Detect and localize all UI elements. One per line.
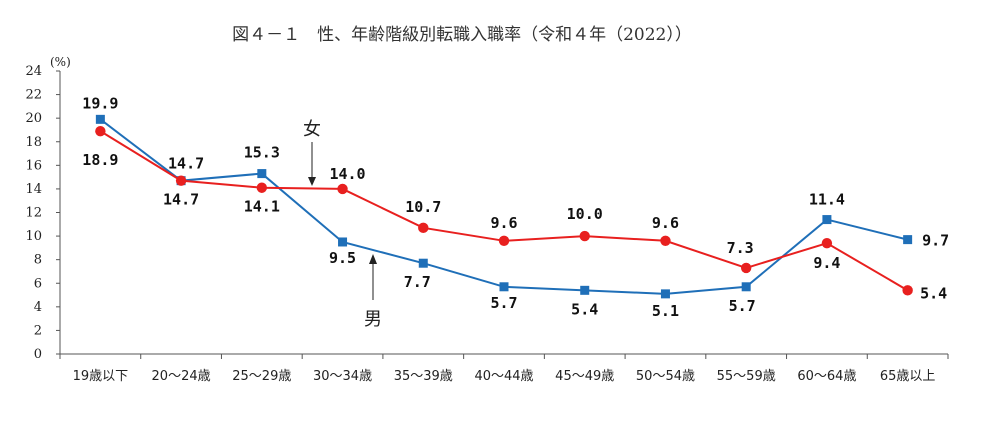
y-tick-label: 24	[25, 64, 42, 79]
data-point	[902, 285, 913, 296]
data-label: 9.7	[922, 232, 949, 250]
x-tick-label: 65歳以上	[880, 369, 936, 384]
data-point	[903, 235, 913, 245]
data-label: 5.4	[571, 300, 598, 318]
data-label: 9.4	[813, 254, 840, 272]
x-tick-label: 20～24歳	[152, 369, 211, 384]
data-label: 19.9	[82, 94, 118, 112]
x-tick-label: 19歳以下	[73, 369, 129, 384]
data-label: 9.5	[329, 249, 356, 267]
annotation-female: 女	[303, 119, 321, 140]
data-label: 18.9	[82, 151, 118, 169]
data-label: 5.7	[490, 294, 517, 312]
data-point	[579, 230, 590, 242]
series-group	[95, 114, 913, 299]
data-point	[660, 289, 670, 299]
data-label: 5.7	[729, 297, 756, 315]
data-point	[498, 235, 510, 246]
y-tick-label: 4	[34, 300, 42, 315]
data-label: 15.3	[244, 144, 280, 162]
x-tick-label: 35～39歳	[394, 369, 453, 384]
data-label: 9.6	[490, 214, 517, 232]
data-label: 14.7	[163, 191, 199, 209]
data-point	[822, 215, 832, 225]
y-tick-label: 12	[25, 206, 42, 221]
data-label: 14.7	[168, 155, 204, 173]
x-tick-label: 60～64歳	[797, 369, 856, 384]
data-label: 10.7	[405, 198, 441, 216]
data-label: 11.4	[809, 191, 845, 209]
x-axis-categories: 19歳以下 20～24歳 25～29歳 30～34歳 35～39歳 40～44歳 45～49…	[59, 354, 949, 384]
y-tick-label: 6	[34, 276, 42, 291]
data-label: 5.1	[652, 302, 679, 320]
y-tick-label: 20	[25, 111, 42, 126]
data-labels: 19.9 14.7 15.3 9.5 7.7 5.7 5.4 5.1 5.7 11.4 9.7 18.…	[82, 94, 949, 320]
annotations: 女 男	[303, 119, 382, 330]
data-point	[821, 237, 833, 249]
data-point	[580, 285, 590, 295]
x-tick-label: 40～44歳	[474, 369, 533, 384]
x-tick-label: 45～49歳	[555, 369, 614, 384]
data-label: 5.4	[920, 284, 947, 302]
data-point	[741, 282, 751, 292]
x-tick-label: 25～29歳	[232, 369, 291, 384]
data-point	[418, 258, 428, 268]
data-label: 9.6	[652, 214, 679, 232]
data-point	[256, 182, 268, 193]
data-point	[257, 169, 267, 179]
x-tick-label: 55～59歳	[717, 369, 776, 384]
y-tick-label: 10	[25, 229, 42, 244]
series-female	[95, 125, 913, 296]
data-label: 10.0	[567, 205, 603, 223]
data-point	[418, 222, 429, 234]
series-line	[99, 130, 909, 292]
data-point	[338, 237, 348, 247]
annotation-female-arrowhead	[308, 177, 316, 186]
y-tick-label: 8	[34, 253, 42, 268]
y-tick-label: 14	[25, 182, 42, 197]
data-label: 7.7	[404, 273, 431, 291]
y-tick-label: 18	[25, 135, 42, 150]
y-tick-label: 2	[34, 323, 42, 338]
data-label: 7.3	[727, 239, 754, 257]
y-axis-unit: (%)	[50, 55, 71, 69]
y-tick-label: 22	[25, 88, 42, 103]
data-point	[740, 262, 752, 274]
data-label: 14.1	[244, 198, 280, 216]
annotation-male-arrowhead	[369, 254, 377, 264]
data-point	[337, 183, 348, 195]
series-line	[99, 118, 908, 295]
data-point	[95, 125, 106, 137]
y-tick-label: 16	[25, 158, 42, 173]
annotation-male: 男	[364, 309, 382, 330]
data-point	[660, 235, 671, 246]
series-male	[95, 114, 913, 299]
chart-title: 図４－１ 性、年齢階級別転職入職率（令和４年（2022））	[232, 25, 692, 45]
x-tick-label: 50～54歳	[636, 369, 695, 384]
y-tick-label: 0	[34, 347, 42, 362]
data-point	[175, 175, 187, 186]
data-point	[499, 282, 509, 292]
x-tick-label: 30～34歳	[313, 369, 372, 384]
data-point	[95, 114, 105, 124]
data-label: 14.0	[329, 165, 365, 183]
